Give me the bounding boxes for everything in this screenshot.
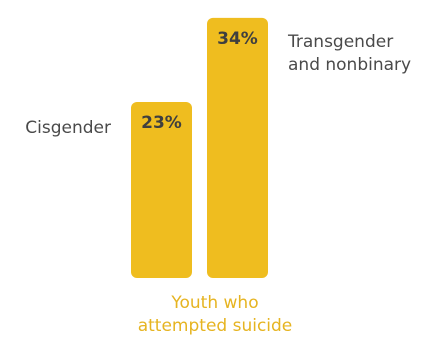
bar-transgender-and-nonbinary [207, 17, 268, 279]
x-axis-caption-line-2: attempted suicide [137, 316, 293, 336]
bar-cisgender [131, 102, 192, 278]
value-label-cisgender: 23% [141, 113, 182, 133]
category-label-cisgender: Cisgender [25, 118, 111, 138]
category-label-line-2: and nonbinary [288, 55, 411, 75]
x-axis-caption-line-1: Youth who [171, 293, 259, 313]
category-label-line-1: Transgender [287, 32, 393, 52]
value-label-transgender-and-nonbinary: 34% [217, 29, 258, 49]
category-label-transgender-and-nonbinary: Transgender and nonbinary [287, 32, 411, 75]
x-axis-caption: Youth who attempted suicide [0, 292, 430, 338]
